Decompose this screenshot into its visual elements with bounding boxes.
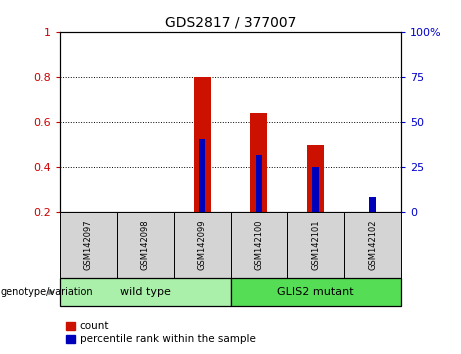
Text: GLIS2 mutant: GLIS2 mutant <box>278 287 354 297</box>
FancyBboxPatch shape <box>287 212 344 278</box>
Text: wild type: wild type <box>120 287 171 297</box>
Text: GSM142099: GSM142099 <box>198 220 207 270</box>
FancyBboxPatch shape <box>117 212 174 278</box>
FancyBboxPatch shape <box>60 278 230 306</box>
FancyBboxPatch shape <box>230 212 287 278</box>
Bar <box>369 196 376 212</box>
Text: GSM142097: GSM142097 <box>84 220 93 270</box>
Legend: count, percentile rank within the sample: count, percentile rank within the sample <box>65 320 257 346</box>
FancyBboxPatch shape <box>344 212 401 278</box>
Title: GDS2817 / 377007: GDS2817 / 377007 <box>165 15 296 29</box>
Text: GSM142098: GSM142098 <box>141 220 150 270</box>
Text: genotype/variation: genotype/variation <box>1 287 94 297</box>
Text: GSM142102: GSM142102 <box>368 220 377 270</box>
FancyBboxPatch shape <box>174 212 230 278</box>
Bar <box>307 145 324 212</box>
Bar <box>194 77 211 212</box>
Bar <box>313 167 319 212</box>
FancyBboxPatch shape <box>230 278 401 306</box>
Text: GSM142101: GSM142101 <box>311 220 320 270</box>
Bar <box>250 113 267 212</box>
Bar <box>199 139 206 212</box>
Bar <box>255 155 262 212</box>
Text: GSM142100: GSM142100 <box>254 220 263 270</box>
FancyBboxPatch shape <box>60 212 117 278</box>
